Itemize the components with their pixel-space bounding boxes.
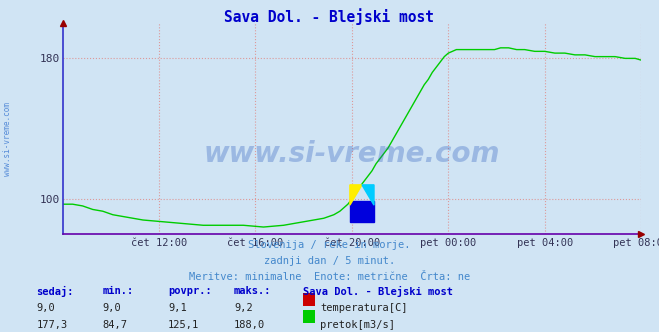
Text: Meritve: minimalne  Enote: metrične  Črta: ne: Meritve: minimalne Enote: metrične Črta:… xyxy=(189,272,470,282)
Polygon shape xyxy=(362,185,374,205)
Text: zadnji dan / 5 minut.: zadnji dan / 5 minut. xyxy=(264,256,395,266)
Text: sedaj:: sedaj: xyxy=(36,286,74,297)
Text: maks.:: maks.: xyxy=(234,286,272,296)
Text: Sava Dol. - Blejski most: Sava Dol. - Blejski most xyxy=(303,286,453,297)
Text: 9,0: 9,0 xyxy=(36,303,55,313)
Text: 177,3: 177,3 xyxy=(36,320,67,330)
Text: Sava Dol. - Blejski most: Sava Dol. - Blejski most xyxy=(225,8,434,25)
Text: temperatura[C]: temperatura[C] xyxy=(320,303,408,313)
Text: 125,1: 125,1 xyxy=(168,320,199,330)
Text: povpr.:: povpr.: xyxy=(168,286,212,296)
Text: Slovenija / reke in morje.: Slovenija / reke in morje. xyxy=(248,240,411,250)
Text: 9,0: 9,0 xyxy=(102,303,121,313)
Text: www.si-vreme.com: www.si-vreme.com xyxy=(3,103,13,176)
Text: min.:: min.: xyxy=(102,286,133,296)
Polygon shape xyxy=(350,185,362,205)
Bar xyxy=(350,202,374,222)
Text: 9,1: 9,1 xyxy=(168,303,186,313)
Text: 9,2: 9,2 xyxy=(234,303,252,313)
Text: www.si-vreme.com: www.si-vreme.com xyxy=(204,140,500,168)
Text: 188,0: 188,0 xyxy=(234,320,265,330)
Text: pretok[m3/s]: pretok[m3/s] xyxy=(320,320,395,330)
Text: 84,7: 84,7 xyxy=(102,320,127,330)
